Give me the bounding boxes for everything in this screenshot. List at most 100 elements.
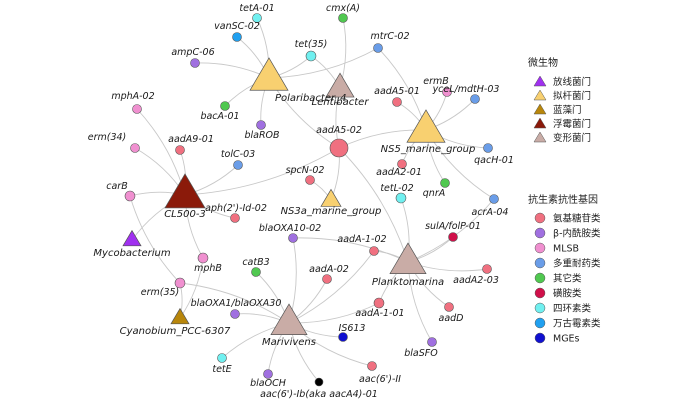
legend-phylum-label-proteobacteria: 变形菌门 [553,132,591,144]
gene-label-ampc-06: ampC-06 [171,47,214,58]
gene-label-acra-04: acrA-04 [472,207,509,218]
edge-polaribacter-4-to-mtrc-02 [268,47,379,79]
legend-phylum-label-bacteroidetes: 拟杆菌门 [553,90,591,102]
legend-gene-title: 抗生素抗性基因 [528,193,598,206]
gene-node-aada-1-01 [373,297,385,309]
gene-label-aada9-01: aadA9-01 [168,134,214,145]
edge-polaribacter-4-to-ampc-06 [194,62,270,79]
gene-label-aada-1-02: aadA-1-02 [337,234,386,245]
gene-node-aac-6-ii [367,361,377,371]
gene-node-teta-01 [252,13,262,23]
gene-label-aada2-03: aadA2-03 [453,275,499,286]
gene-label-blasfo: blaSFO [404,348,438,359]
gene-node-cmx-a [338,13,348,23]
gene-label-aadd: aadD [439,313,464,324]
gene-node-aadd [444,302,454,312]
legend-gene-label-beta_lactam: β-内酰胺类 [553,228,601,240]
edge-cl500-3-to-aada5-02 [184,147,340,196]
gene-label-qnra: qnrA [423,188,445,199]
gene-label-mphb: mphB [194,263,222,274]
gene-node-is613 [338,332,348,342]
gene-node-aada2-03 [482,264,492,274]
gene-node-aph-2-id-02 [230,213,240,223]
hub-node-cl500-3 [164,173,206,209]
edge-marivivens-to-erm-35 [179,282,290,324]
gene-node-baca-01 [220,101,230,111]
hub-label-cl500-3: CL500-3 [164,209,206,220]
gene-label-aada-02: aadA-02 [309,264,349,275]
gene-node-aada5-02 [329,138,349,158]
gene-label-baca-01: bacA-01 [200,111,239,122]
legend-phylum-title: 微生物 [528,56,558,69]
gene-label-mtrc-02: mtrC-02 [370,31,409,42]
legend-gene-label-mlsb: MLSB [553,244,579,255]
hub-node-marivivens [270,303,308,335]
legend-gene-swatch-mges [534,332,546,344]
gene-node-blarob [256,120,266,130]
gene-node-carb [124,190,136,202]
gene-node-aada-1-02 [369,246,379,256]
gene-node-qnra [440,178,450,188]
gene-label-tet-35: tet(35) [295,39,328,50]
legend-phylum-swatch-bacteroidetes [533,89,547,101]
gene-label-blarob: blaROB [244,130,279,141]
legend-phylum-swatch-proteobacteria [533,131,547,143]
gene-node-blaoxa10-02 [288,233,298,243]
legend-phylum-swatch-cyanobacteria [533,103,547,115]
gene-node-blaoch [263,369,273,379]
edge-planktomarina-to-blasfo [407,261,433,343]
gene-label-ermb: ermB [423,76,449,87]
edge-planktomarina-to-aada5-02 [338,147,409,263]
hub-label-ns5-marine-group: NS5_marine_group [381,144,476,155]
hub-node-planktomarina [389,242,427,274]
hub-label-cyanobium-pcc-6307: Cyanobium_PCC-6307 [120,326,231,337]
gene-node-tet-35 [305,50,317,62]
gene-node-spcn-02 [305,175,315,185]
gene-node-catb3 [251,267,261,277]
gene-label-aada-1-01: aadA-1-01 [355,308,404,319]
gene-label-tete: tetE [212,364,231,375]
gene-label-blaoxa10-02: blaOXA10-02 [259,223,321,234]
edge-planktomarina-to-blaoxa10-02 [292,237,409,263]
gene-label-spcn-02: spcN-02 [286,165,325,176]
gene-label-tetl-02: tetL-02 [380,183,413,194]
edge-carb-to-erm-35 [129,195,181,284]
legend-gene-swatch-aminoglycoside [534,212,546,224]
gene-label-ycel-mdth-03: yceL/mdtH-03 [432,84,500,95]
gene-label-aada2-01: aadA2-01 [376,167,422,178]
legend-gene-swatch-multidrug [534,257,546,269]
gene-label-qach-01: qacH-01 [474,155,514,166]
gene-node-ycel-mdth-03 [470,94,480,104]
gene-label-carb: carB [106,181,127,192]
gene-label-aac-6-ib-aka-aaca4-01: aac(6')-Ib(aka aacA4)-01 [260,389,378,400]
gene-label-blaoxa1-blaoxa30: blaOXA1/blaOXA30 [191,298,282,309]
gene-node-tetl-02 [395,192,407,204]
legend-phylum-swatch-planctomycetes [533,117,547,129]
gene-label-aac-6-ii: aac(6')-II [359,374,401,385]
gene-node-mpha-02 [132,104,142,114]
hub-node-polaribacter-4 [249,57,289,91]
gene-node-mtrc-02 [373,43,383,53]
legend-gene-label-tetracycline: 四环素类 [553,303,592,315]
gene-label-vansc-02: vanSC-02 [214,21,260,32]
gene-node-blaoxa1-blaoxa30 [230,309,240,319]
hub-node-cyanobium-pcc-6307 [170,307,190,325]
legend-phylum-label-actinobacteria: 放线菌门 [553,76,591,88]
hub-node-mycobacterium [122,229,142,247]
edge-marivivens-to-aada-1-02 [288,250,375,324]
gene-node-ampc-06 [190,58,200,68]
legend-gene-swatch-beta_lactam [534,227,546,239]
gene-node-aada9-01 [175,145,185,155]
legend-gene-label-aminoglycoside: 氨基糖苷类 [553,213,601,225]
gene-label-aada5-02: aadA5-02 [316,125,362,136]
gene-label-aph-2-id-02: aph(2')-Id-02 [205,203,267,214]
legend-phylum-swatch-actinobacteria [533,75,547,87]
hub-label-marivivens: Marivivens [262,337,316,348]
gene-node-ermb [442,87,452,97]
gene-node-erm-35 [174,277,186,289]
